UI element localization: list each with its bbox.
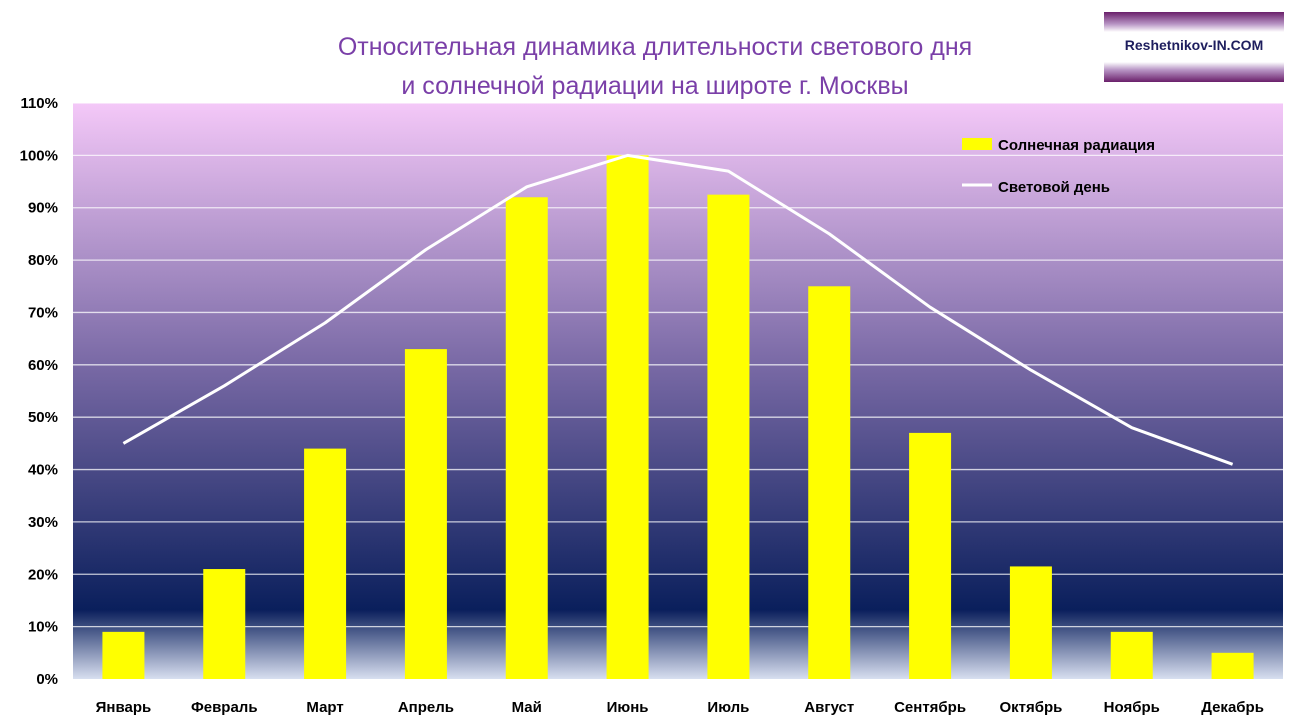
bar: [102, 631, 145, 679]
x-tick-label: Ноябрь: [1104, 699, 1160, 716]
y-tick-label: 110%: [20, 95, 58, 112]
x-tick-label: Декабрь: [1201, 699, 1264, 716]
gridlines: [73, 102, 1283, 628]
legend: Солнечная радиация Световой день: [962, 137, 1155, 196]
chart-title-line-2: и солнечной радиации на широте г. Москвы: [401, 72, 909, 100]
brand-logo: Reshetnikov-IN.COM: [1104, 8, 1284, 84]
legend-swatch-bar: [962, 138, 992, 150]
y-tick-label: 30%: [28, 514, 58, 531]
legend-label-line: Световой день: [998, 179, 1110, 196]
x-tick-label: Июль: [707, 699, 749, 716]
chart-title: Относительная динамика длительности свет…: [200, 28, 1110, 106]
bar: [304, 448, 347, 679]
brand-bar-bottom: [1104, 62, 1284, 82]
y-tick-label: 0%: [36, 671, 58, 688]
bar-series: [102, 155, 1254, 680]
y-tick-label: 70%: [28, 304, 58, 321]
y-axis-ticks: 0% 10% 20% 30% 40% 50% 60% 70% 80% 90% 100% 110%: [20, 95, 58, 688]
legend-label-bar: Солнечная радиация: [998, 137, 1155, 154]
y-tick-label: 50%: [28, 409, 58, 426]
x-tick-label: Июнь: [607, 699, 649, 716]
x-tick-label: Октябрь: [999, 699, 1062, 716]
bar: [909, 432, 952, 679]
bar: [404, 349, 447, 679]
x-tick-label: Сентябрь: [894, 699, 966, 716]
bar: [1009, 566, 1052, 679]
bar: [707, 194, 750, 680]
x-tick-label: Август: [804, 699, 854, 716]
bar: [505, 197, 548, 679]
plot-area: [73, 103, 1283, 679]
line-series: [122, 153, 1234, 466]
bar: [606, 155, 649, 679]
x-tick-label: Май: [512, 699, 542, 716]
y-tick-label: 90%: [28, 200, 58, 217]
y-tick-label: 40%: [28, 462, 58, 479]
bar: [808, 286, 851, 679]
x-tick-label: Февраль: [191, 699, 258, 716]
y-tick-label: 100%: [20, 147, 58, 164]
x-tick-label: Апрель: [398, 699, 454, 716]
y-tick-label: 10%: [28, 619, 58, 636]
y-tick-label: 60%: [28, 357, 58, 374]
brand-text: Reshetnikov-IN.COM: [1124, 37, 1264, 53]
brand-bar-top: [1104, 12, 1284, 32]
bar: [1211, 652, 1254, 679]
bar: [203, 569, 246, 679]
y-tick-label: 20%: [28, 566, 58, 583]
y-tick-label: 80%: [28, 252, 58, 269]
series-line: [122, 153, 1234, 466]
chart-title-line-1: Относительная динамика длительности свет…: [337, 33, 973, 61]
bar: [1110, 631, 1153, 679]
x-axis-ticks: Январь Февраль Март Апрель Май Июнь Июль Август…: [96, 699, 1264, 716]
x-tick-label: Март: [306, 699, 343, 716]
x-tick-label: Январь: [96, 699, 152, 716]
